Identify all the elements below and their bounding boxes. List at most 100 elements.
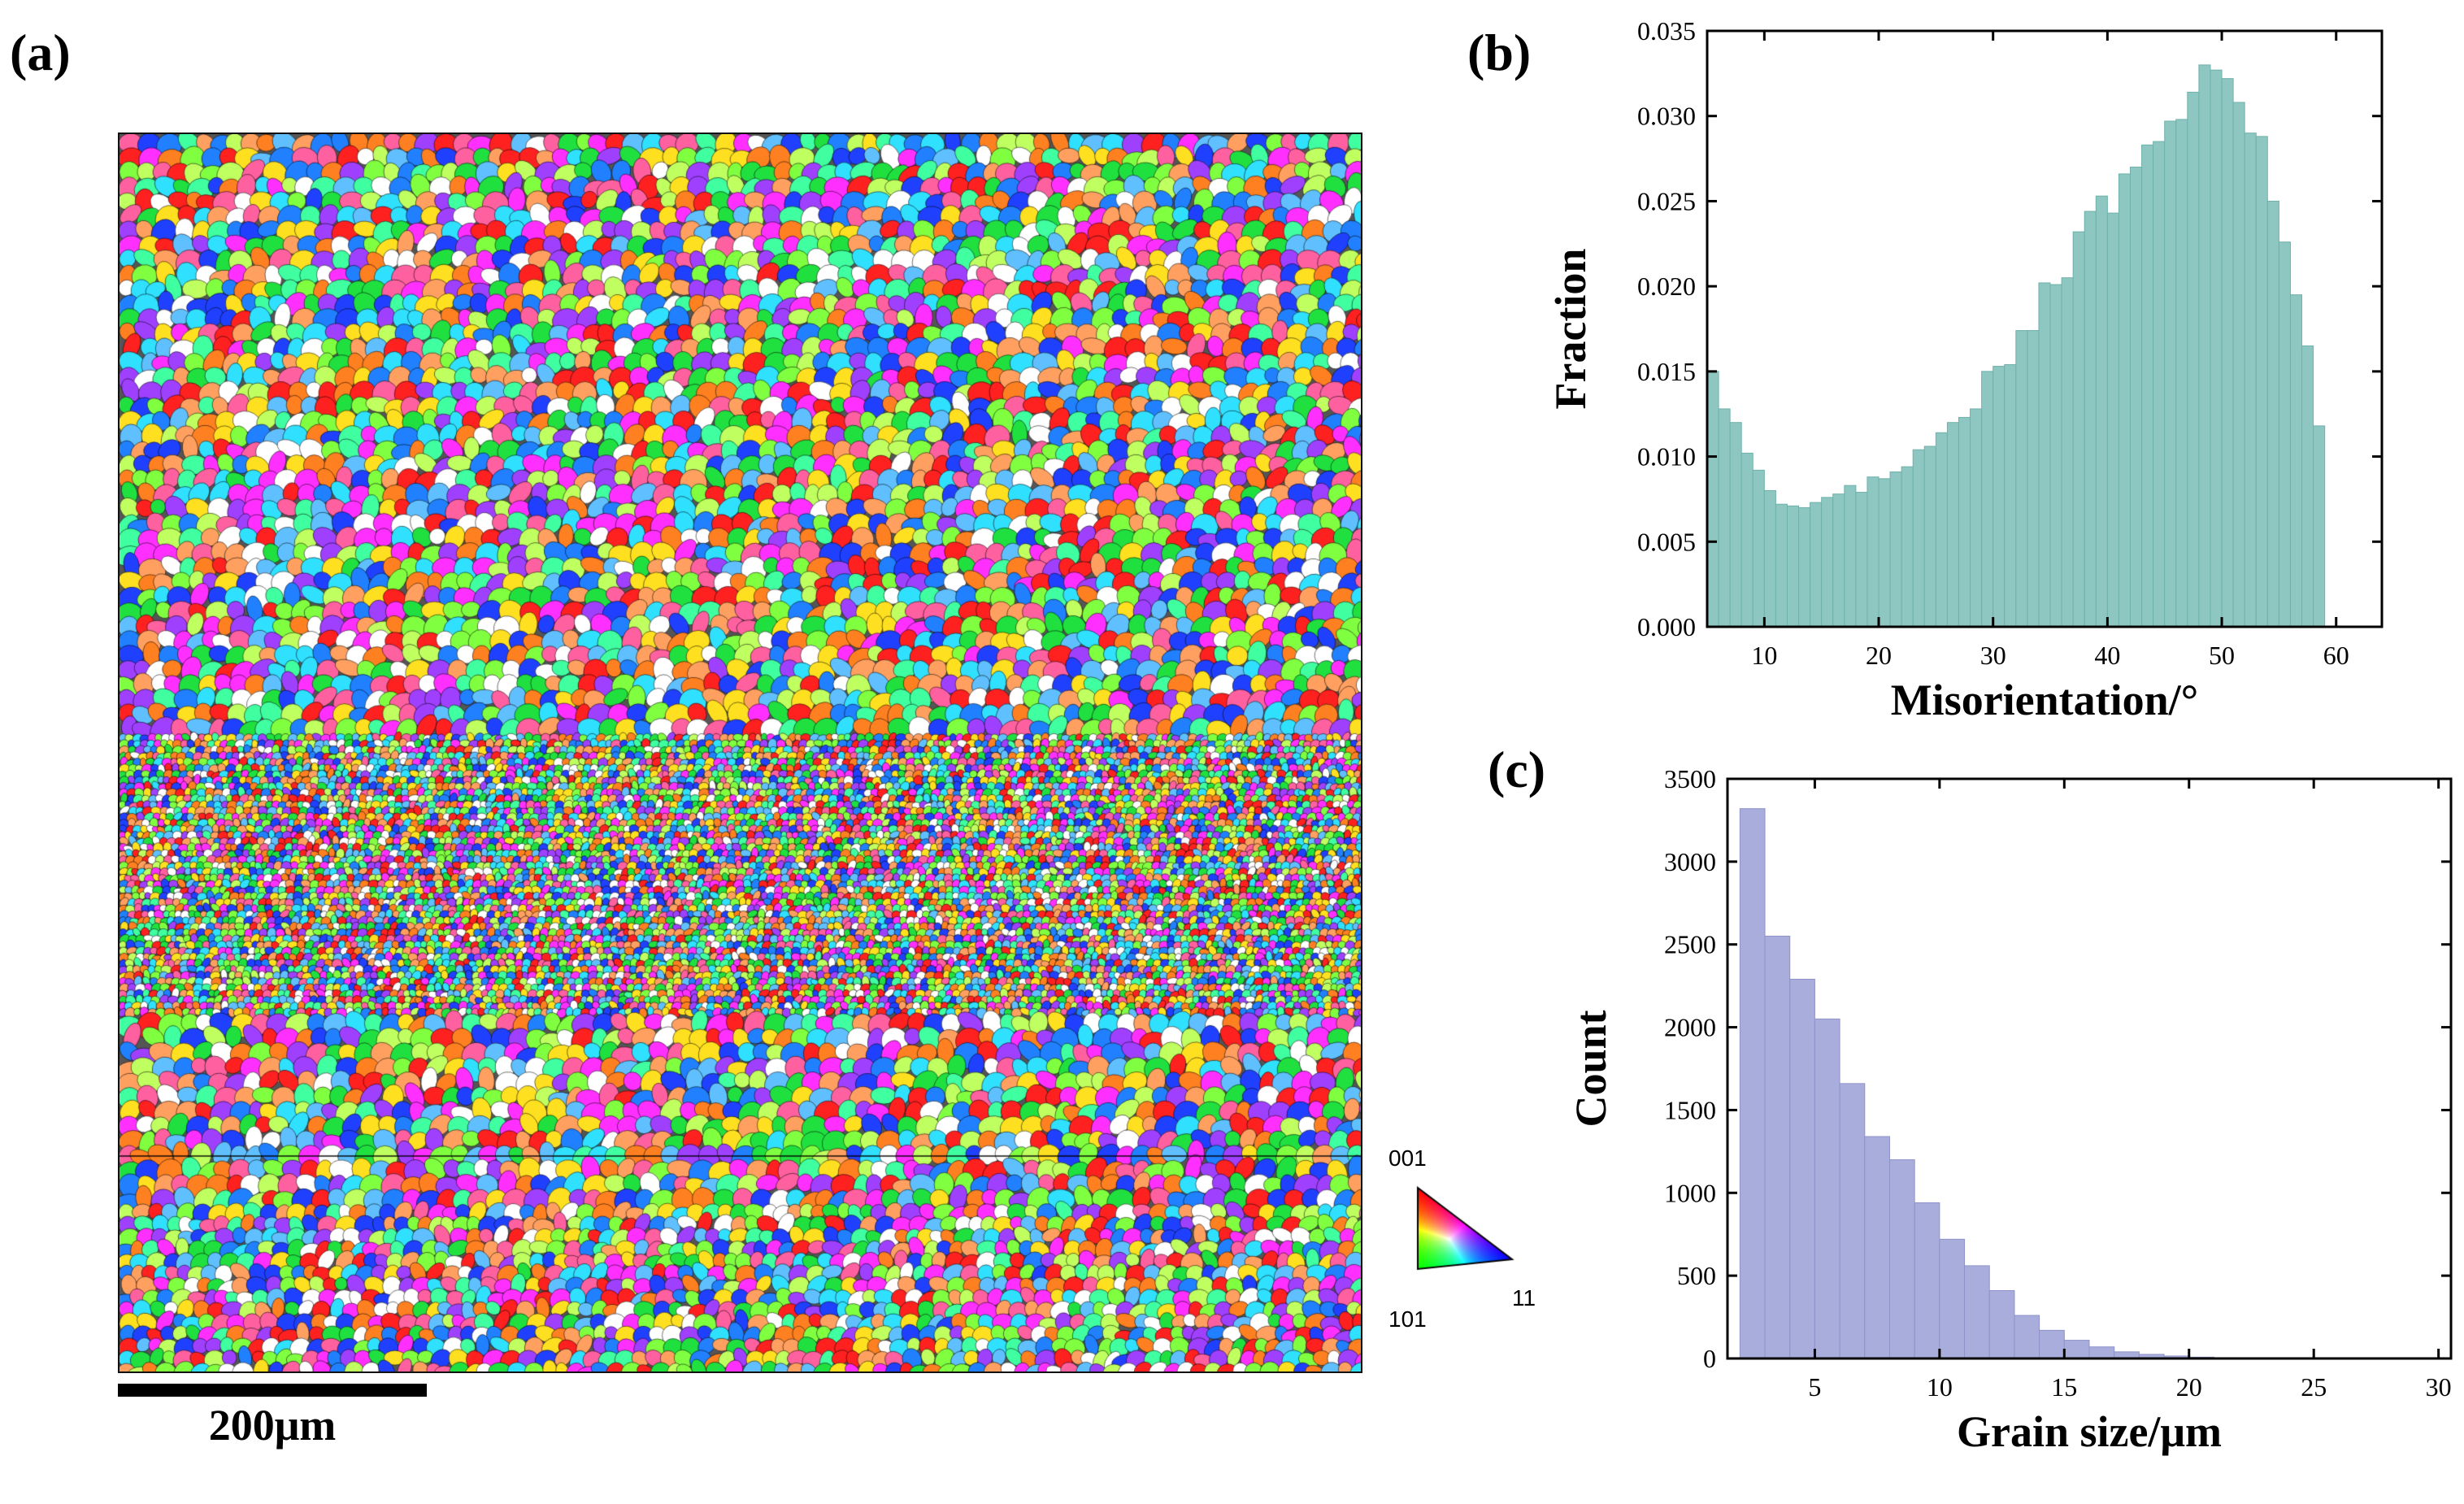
bar <box>2088 1346 2115 1359</box>
bar <box>2084 211 2097 628</box>
bar <box>2198 64 2211 628</box>
y-tick-label: 0.025 <box>1637 186 1696 215</box>
bar <box>1914 1202 1940 1359</box>
x-tick-label: 30 <box>2426 1372 2452 1402</box>
bar <box>1706 371 1719 628</box>
y-tick-label: 2000 <box>1664 1013 1716 1042</box>
bar <box>2175 119 2188 628</box>
bar <box>1775 503 1788 628</box>
x-tick-label: 30 <box>1980 641 2006 670</box>
bar <box>1789 978 1815 1359</box>
y-tick-label: 0.000 <box>1637 612 1696 641</box>
ipf-color-key: 001 101 11 <box>1382 1118 1561 1337</box>
bar <box>1729 422 1742 628</box>
x-tick-label: 40 <box>2094 641 2120 670</box>
x-axis-label: Grain size/μm <box>1957 1407 2222 1456</box>
x-axis-label: Misorientation/° <box>1891 676 2199 724</box>
y-tick-label: 1500 <box>1664 1095 1716 1124</box>
bar <box>2038 282 2051 628</box>
bar <box>2221 78 2234 628</box>
bar <box>1866 476 1880 628</box>
bar <box>1839 1083 1866 1359</box>
y-tick-label: 0.015 <box>1637 357 1696 386</box>
bar <box>1935 432 1948 628</box>
bar <box>2130 167 2143 628</box>
bar <box>1718 408 1731 628</box>
misorientation-histogram: 0.000 0.005 0.010 0.015 0.020 0.025 0.030 0.035… <box>1546 16 2384 724</box>
y-tick-label: 0.005 <box>1637 527 1696 556</box>
bar <box>1821 497 1834 628</box>
x-tick-label: 10 <box>1751 641 1777 670</box>
bar <box>1752 469 1765 628</box>
x-tick-label: 15 <box>2051 1372 2077 1402</box>
y-axis-label: Fraction <box>1546 249 1595 410</box>
y-tick-label: 2500 <box>1664 930 1716 959</box>
bar <box>2153 141 2166 628</box>
bar <box>1923 446 1936 628</box>
ipf-label-101: 101 <box>1388 1306 1427 1332</box>
bar <box>2164 120 2177 628</box>
bar <box>2014 1315 2040 1359</box>
bar <box>1740 452 1753 628</box>
ipf-label-11: 11 <box>1512 1285 1536 1311</box>
bar <box>1958 416 1971 628</box>
bar <box>1763 489 1776 628</box>
y-axis-label: Count <box>1567 1010 1615 1127</box>
plot-frame <box>1726 777 2453 1360</box>
bar <box>2232 102 2245 628</box>
x-tick-label: 60 <box>2323 641 2349 670</box>
x-tick-label: 25 <box>2301 1372 2327 1402</box>
bar <box>2301 345 2314 628</box>
y-tick-label: 500 <box>1677 1261 1716 1290</box>
y-tick-label: 0.035 <box>1637 16 1696 46</box>
x-tick-label: 20 <box>2176 1372 2202 1402</box>
x-tick-label: 20 <box>1866 641 1892 670</box>
y-tick-label: 0.020 <box>1637 272 1696 301</box>
ipf-triangle <box>1411 1181 1517 1279</box>
y-tick-label: 0 <box>1703 1344 1716 1373</box>
x-tick-label: 10 <box>1927 1372 1953 1402</box>
bar <box>2072 231 2085 628</box>
bar <box>2313 425 2326 628</box>
bar <box>2210 69 2223 628</box>
y-tick-label: 3000 <box>1664 847 1716 876</box>
bar <box>1912 449 1925 628</box>
bar <box>1798 506 1811 628</box>
bar <box>1764 936 1791 1359</box>
panel-label-b: (b) <box>1467 24 1532 81</box>
bar <box>1844 485 1857 628</box>
scale-bar-label: 200μm <box>208 1401 337 1450</box>
bar <box>2187 91 2200 628</box>
bar <box>1786 505 1800 628</box>
panel-label-a: (a) <box>10 24 71 81</box>
bar <box>1970 408 1983 628</box>
bar <box>2141 144 2154 628</box>
plot-frame <box>1706 29 2384 628</box>
panel-label-c: (c) <box>1488 741 1546 798</box>
bar <box>1939 1238 1966 1359</box>
bar <box>2063 1340 2090 1359</box>
bar <box>1964 1265 1990 1359</box>
bar <box>2015 330 2028 628</box>
x-tick-label: 50 <box>2209 641 2235 670</box>
y-tick-label: 3500 <box>1664 764 1716 793</box>
ipf-label-001: 001 <box>1388 1145 1427 1171</box>
bar <box>2278 241 2291 628</box>
y-tick-label: 0.030 <box>1637 102 1696 131</box>
bar <box>1888 1159 1915 1359</box>
y-tick-label: 0.010 <box>1637 442 1696 472</box>
bar <box>2118 173 2132 628</box>
grain-size-histogram: 0 500 1000 1500 2000 2500 3000 3500 5 10 15 20 25 30 G… <box>1567 764 2453 1456</box>
ebsd-orientation-map <box>118 133 1362 1373</box>
bar <box>2039 1329 2065 1359</box>
bar <box>2266 200 2279 628</box>
bar <box>2289 294 2303 628</box>
bar <box>2027 330 2040 628</box>
bar <box>1946 422 1959 628</box>
bar <box>1814 1018 1840 1359</box>
bar <box>2061 277 2074 628</box>
bar <box>1878 478 1891 628</box>
scale-bar <box>118 1384 427 1397</box>
y-tick-label: 1000 <box>1664 1178 1716 1207</box>
bar <box>1988 1289 2015 1359</box>
